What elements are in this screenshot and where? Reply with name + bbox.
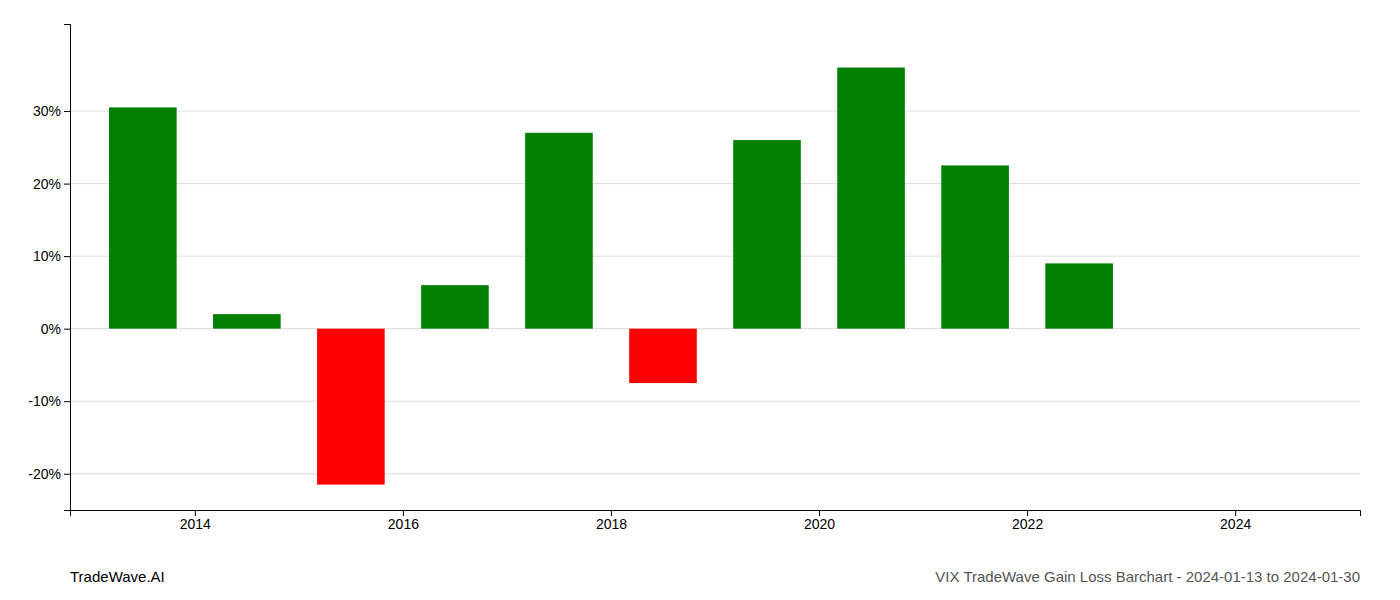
y-tick-label: 0% [41, 321, 61, 337]
y-tick-mark [64, 184, 70, 185]
bar [837, 68, 905, 329]
y-axis-line [64, 25, 71, 511]
bar [733, 140, 801, 329]
grid-line [70, 473, 1360, 474]
y-tick-label: 30% [33, 103, 61, 119]
bar [941, 165, 1009, 328]
y-tick: -20% [28, 466, 70, 482]
x-axis-line [71, 511, 1361, 517]
x-tick-label: 2020 [804, 516, 835, 532]
y-tick-mark [64, 329, 70, 330]
y-tick-label: -20% [28, 466, 61, 482]
x-tick-label: 2022 [1012, 516, 1043, 532]
y-tick: 30% [33, 103, 70, 119]
y-tick: -10% [28, 393, 70, 409]
grid-line [70, 256, 1360, 257]
chart-svg: -20%-10%0%10%20%30%201420162018202020222… [0, 0, 1400, 600]
y-tick: 20% [33, 176, 70, 192]
bar [317, 329, 385, 485]
grid [70, 111, 1360, 474]
bar [421, 285, 489, 329]
x-tick: 2024 [1220, 510, 1251, 532]
y-tick-label: -10% [28, 393, 61, 409]
y-tick: 0% [41, 321, 70, 337]
grid-line [70, 183, 1360, 184]
grid-line [70, 401, 1360, 402]
plot-area: -20%-10%0%10%20%30%201420162018202020222… [28, 25, 1360, 532]
footer: TradeWave.AI VIX TradeWave Gain Loss Barc… [70, 568, 1360, 585]
footer-right: VIX TradeWave Gain Loss Barchart - 2024-… [935, 568, 1360, 585]
x-tick: 2022 [1012, 510, 1043, 532]
bar [1149, 328, 1217, 329]
x-tick-label: 2024 [1220, 516, 1251, 532]
x-axis: 2014 2016 2018 2020 2022 2024 [71, 510, 1361, 532]
grid-line [70, 111, 1360, 112]
y-tick-label: 10% [33, 248, 61, 264]
footer-left: TradeWave.AI [70, 568, 165, 585]
y-tick-mark [64, 474, 70, 475]
x-tick-label: 2014 [180, 516, 211, 532]
bar [109, 107, 177, 328]
bar [629, 329, 697, 383]
chart-container: -20%-10%0%10%20%30%201420162018202020222… [0, 0, 1400, 600]
y-tick-label: 20% [33, 176, 61, 192]
x-tick: 2018 [596, 510, 627, 532]
y-tick-mark [64, 401, 70, 402]
x-tick: 2020 [804, 510, 835, 532]
y-tick: 10% [33, 248, 70, 264]
x-tick-label: 2016 [388, 516, 419, 532]
bars [109, 68, 1113, 485]
bar [525, 133, 593, 329]
y-axis: -20% -10% 0% 10% 20% 30% [28, 25, 70, 511]
y-tick-mark [64, 256, 70, 257]
x-tick-label: 2018 [596, 516, 627, 532]
bar [213, 314, 281, 329]
x-tick: 2016 [388, 510, 419, 532]
y-tick-mark [64, 111, 70, 112]
x-tick: 2014 [180, 510, 211, 532]
bar [1045, 263, 1113, 328]
